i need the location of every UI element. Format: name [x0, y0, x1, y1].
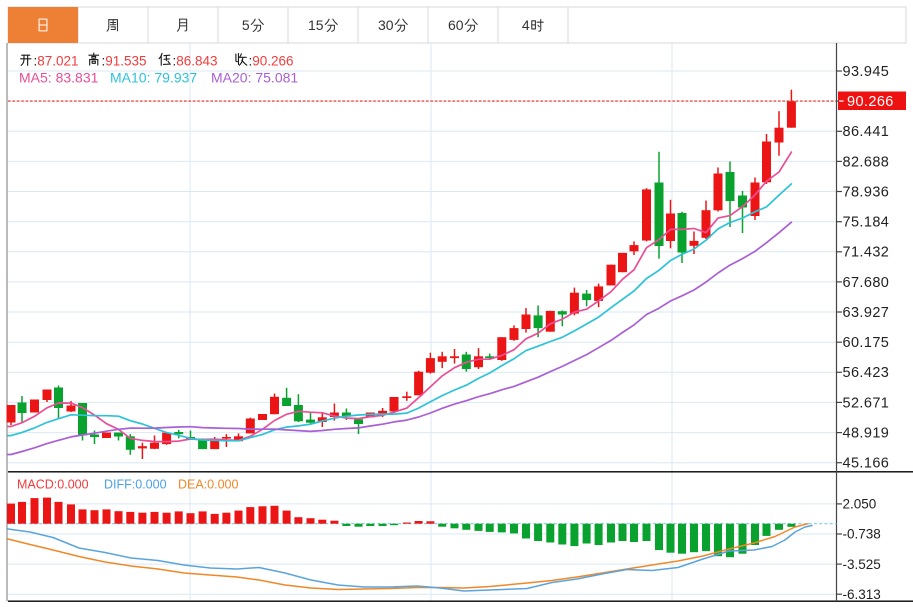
svg-text:60: 60	[448, 17, 464, 33]
svg-text:67.680: 67.680	[843, 275, 890, 291]
svg-text:45.166: 45.166	[843, 456, 890, 472]
svg-text:82.688: 82.688	[843, 154, 890, 170]
svg-text:-3.525: -3.525	[843, 557, 881, 572]
svg-text::90.266: :90.266	[249, 53, 294, 68]
svg-text:30: 30	[378, 17, 394, 33]
svg-text:5: 5	[242, 17, 250, 33]
svg-text:75.184: 75.184	[843, 215, 890, 231]
svg-text:15: 15	[308, 17, 324, 33]
svg-text:86.441: 86.441	[843, 124, 890, 140]
svg-text:90.266: 90.266	[847, 94, 894, 110]
svg-text:78.936: 78.936	[843, 184, 890, 200]
svg-text:60.175: 60.175	[843, 335, 890, 351]
svg-text:56.423: 56.423	[843, 365, 890, 381]
svg-text:93.945: 93.945	[843, 64, 890, 80]
svg-text:MA10: 79.937: MA10: 79.937	[110, 69, 197, 85]
svg-text:-0.738: -0.738	[843, 527, 881, 542]
svg-text:MA5: 83.831: MA5: 83.831	[19, 69, 99, 85]
svg-text:52.671: 52.671	[843, 395, 890, 411]
svg-text:MA20: 75.081: MA20: 75.081	[211, 69, 298, 85]
svg-text:71.432: 71.432	[843, 245, 890, 261]
svg-text:63.927: 63.927	[843, 305, 890, 321]
svg-text:-6.313: -6.313	[843, 587, 881, 602]
svg-text:4: 4	[522, 17, 530, 33]
svg-text::91.535: :91.535	[102, 53, 147, 68]
svg-text:DIFF:0.000: DIFF:0.000	[104, 478, 167, 492]
svg-text::87.021: :87.021	[34, 53, 79, 68]
svg-text:2.050: 2.050	[843, 497, 877, 512]
svg-text::86.843: :86.843	[173, 53, 218, 68]
svg-text:MACD:0.000: MACD:0.000	[17, 478, 89, 492]
svg-text:DEA:0.000: DEA:0.000	[178, 478, 239, 492]
svg-text:48.919: 48.919	[843, 426, 890, 442]
